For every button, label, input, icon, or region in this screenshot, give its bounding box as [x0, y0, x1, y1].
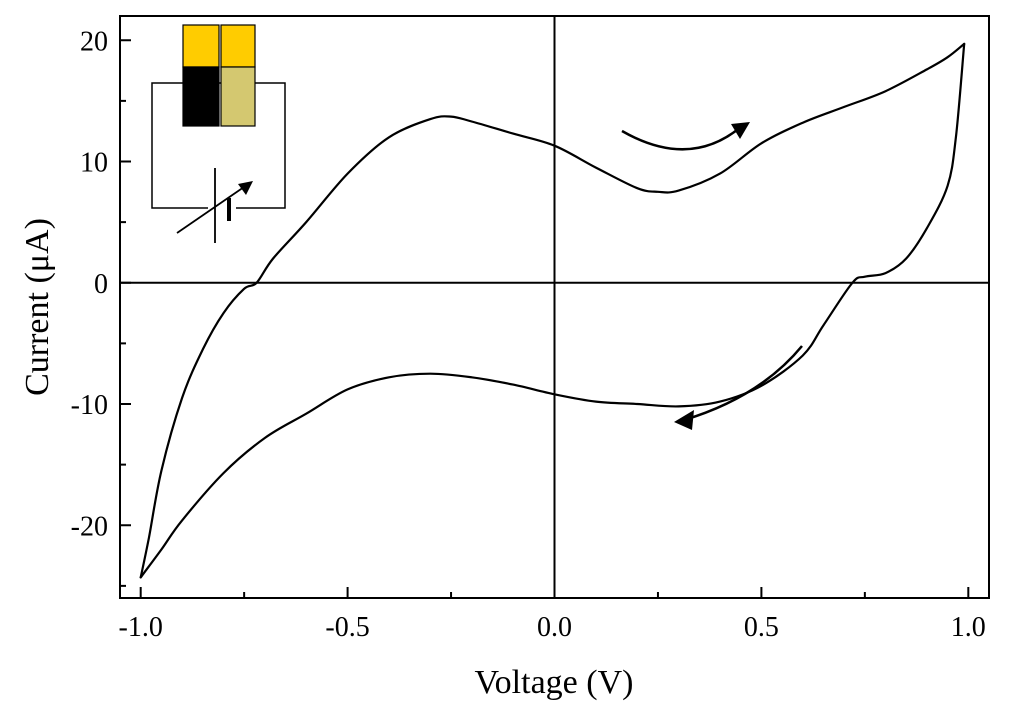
cv-curves — [139, 42, 966, 579]
zero-lines — [120, 16, 989, 598]
inset-electrode-right-bottom — [220, 66, 256, 127]
x-axis-title: Voltage (V) — [475, 664, 634, 701]
x-axis-ticks: -1.0 -0.5 0.0 0.5 1.0 — [119, 587, 986, 643]
y-tick-label: -20 — [71, 511, 108, 542]
cv-curve-reverse-scan — [139, 42, 966, 579]
x-tick-label: -1.0 — [119, 612, 163, 643]
inset-cell-schematic — [151, 24, 286, 243]
direction-arrow-upper — [621, 122, 750, 151]
direction-arrow-lower — [674, 345, 803, 430]
inset-electrode-left-top — [182, 24, 220, 68]
y-tick-label: -10 — [71, 390, 108, 421]
x-tick-label: 0.0 — [537, 612, 572, 643]
y-tick-label: 0 — [94, 269, 108, 300]
inset-electrode-right-top — [220, 24, 256, 68]
x-tick-label: 0.5 — [744, 612, 779, 643]
x-tick-label: -0.5 — [325, 612, 369, 643]
inset-variable-arrowhead — [238, 181, 253, 195]
y-tick-label: 10 — [80, 148, 108, 179]
y-axis-title: Current (μA) — [19, 218, 56, 396]
inset-electrode-left-bottom — [182, 66, 220, 127]
y-tick-label: 20 — [80, 26, 108, 57]
cv-curve-forward-scan — [139, 42, 966, 579]
y-axis-ticks: -20 -10 0 10 20 — [71, 26, 131, 587]
x-tick-label: 1.0 — [951, 612, 986, 643]
inset-variable-arrow — [176, 186, 245, 234]
